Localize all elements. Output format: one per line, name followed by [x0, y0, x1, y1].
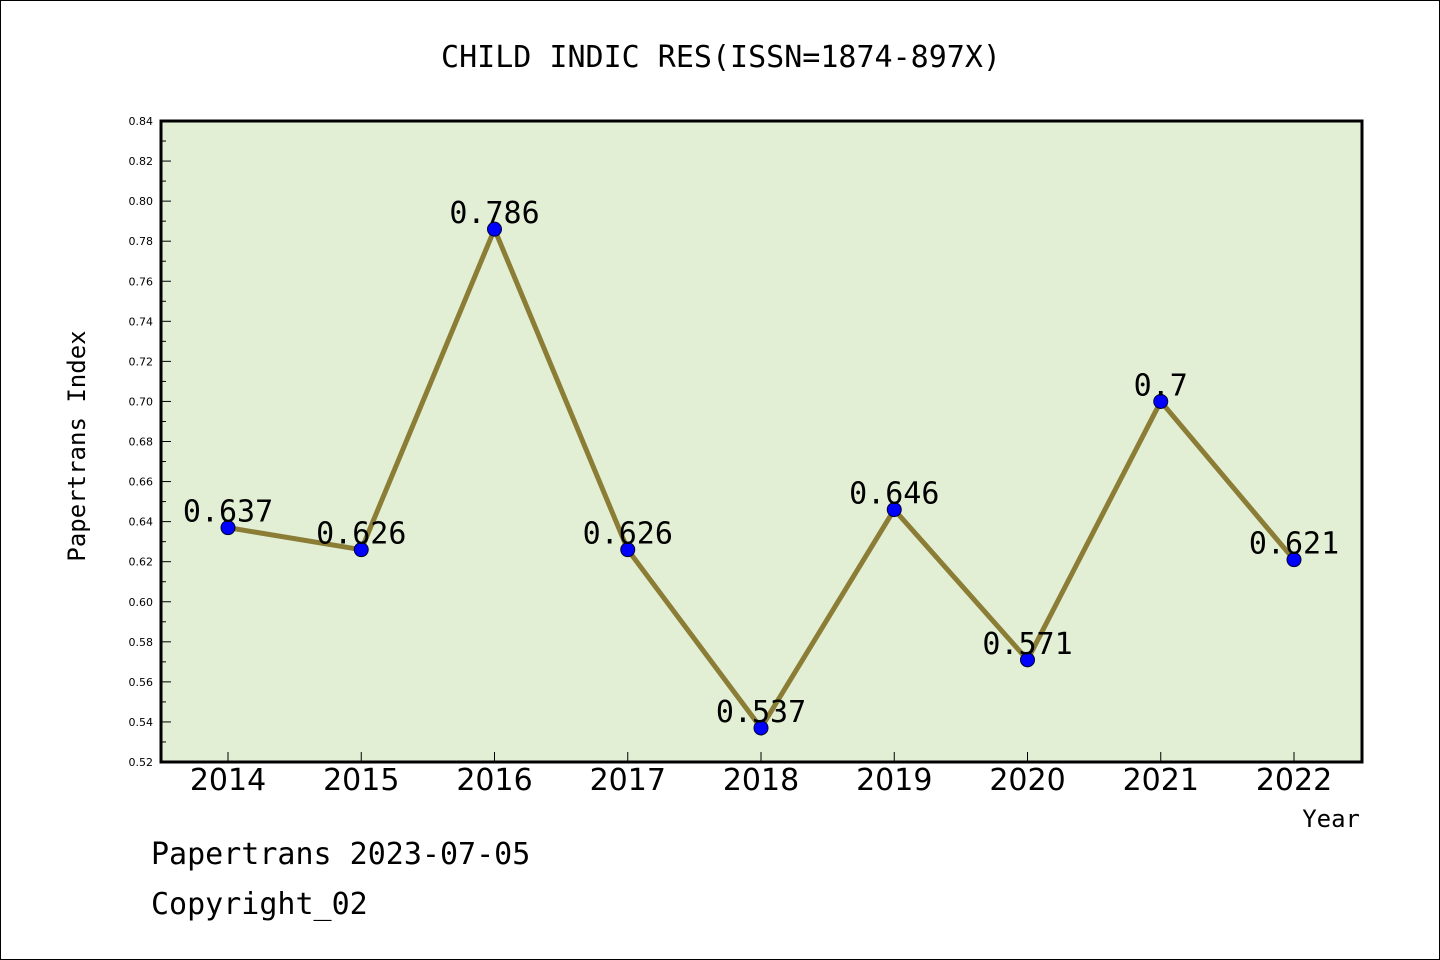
- y-tick-label: 0.60: [129, 596, 154, 609]
- data-point-2018: [753, 720, 769, 736]
- data-point-2015: [353, 542, 369, 558]
- footer-date: Papertrans 2023-07-05: [151, 837, 531, 872]
- data-label-2021: 0.7: [1134, 368, 1188, 403]
- x-tick-label: 2019: [856, 763, 932, 798]
- x-tick-label: 2020: [989, 763, 1065, 798]
- footer-copyright: Copyright_02: [151, 887, 368, 922]
- y-tick-label: 0.52: [129, 756, 154, 769]
- data-point-2019: [886, 502, 902, 518]
- y-tick-label: 0.54: [129, 716, 154, 729]
- y-tick-label: 0.82: [129, 155, 154, 168]
- data-point-2021: [1153, 393, 1169, 409]
- y-tick-label: 0.78: [129, 235, 154, 248]
- y-tick-label: 0.70: [129, 395, 154, 408]
- y-tick-label: 0.76: [129, 275, 154, 288]
- data-label-2017: 0.626: [583, 517, 673, 552]
- y-tick-label: 0.74: [129, 315, 154, 328]
- y-tick-label: 0.64: [129, 516, 154, 529]
- x-tick-label: 2018: [723, 763, 799, 798]
- y-tick-label: 0.80: [129, 195, 154, 208]
- data-point-2014: [220, 520, 236, 536]
- data-label-2014: 0.637: [183, 495, 273, 530]
- y-tick-label: 0.68: [129, 436, 154, 449]
- y-tick-label: 0.58: [129, 636, 154, 649]
- data-point-2017: [620, 542, 636, 558]
- chart-title: CHILD INDIC RES(ISSN=1874-897X): [441, 40, 1001, 75]
- x-axis-label: Year: [1302, 805, 1360, 833]
- y-tick-label: 0.72: [129, 355, 154, 368]
- x-tick-label: 2015: [323, 763, 399, 798]
- data-point-2020: [1020, 652, 1035, 668]
- data-label-2019: 0.646: [849, 477, 939, 512]
- data-label-2020: 0.571: [982, 627, 1072, 662]
- y-tick-label: 0.56: [129, 676, 154, 689]
- x-tick-label: 2016: [456, 763, 532, 798]
- x-tick-label: 2014: [190, 763, 266, 798]
- x-tick-label: 2022: [1256, 763, 1332, 798]
- plot-frame: [159, 119, 1364, 764]
- data-label-2015: 0.626: [316, 517, 406, 552]
- data-point-2016: [487, 221, 502, 237]
- y-tick-label: 0.62: [129, 556, 154, 569]
- y-axis-label: Papertrans Index: [63, 330, 91, 561]
- data-point-2022: [1286, 552, 1302, 568]
- y-tick-label: 0.84: [129, 115, 154, 128]
- data-label-2018: 0.537: [716, 695, 806, 730]
- data-label-2022: 0.621: [1249, 527, 1339, 562]
- x-tick-label: 2021: [1123, 763, 1199, 798]
- x-tick-label: 2017: [590, 763, 666, 798]
- data-label-2016: 0.786: [449, 196, 539, 231]
- plot-area: [161, 121, 1362, 762]
- y-tick-label: 0.66: [129, 476, 154, 489]
